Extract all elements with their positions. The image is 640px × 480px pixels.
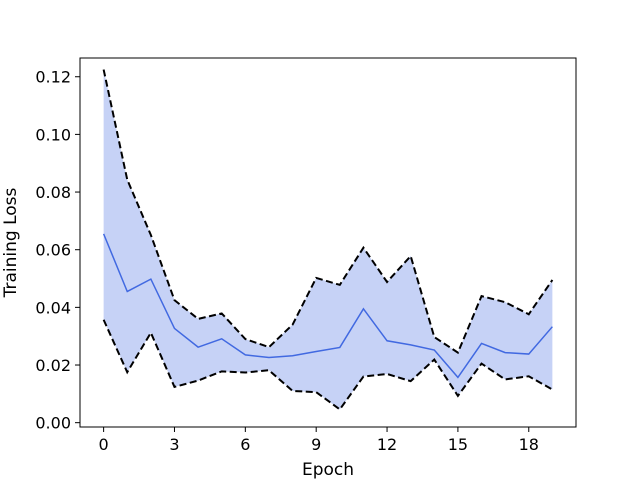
x-tick-label: 9 xyxy=(311,435,321,454)
series-lines-layer xyxy=(102,69,554,411)
x-tick-label: 15 xyxy=(448,435,468,454)
x-tick-label: 6 xyxy=(240,435,250,454)
x-tick-label: 0 xyxy=(99,435,109,454)
y-tick-label: 0.08 xyxy=(35,183,71,202)
y-tick-label: 0.02 xyxy=(35,356,71,375)
upper-line xyxy=(102,69,554,355)
x-tick-label: 18 xyxy=(519,435,539,454)
lower-line xyxy=(102,319,553,411)
y-tick-label: 0.06 xyxy=(35,241,71,260)
confidence-band-layer xyxy=(103,69,553,410)
y-tick-label: 0.12 xyxy=(35,68,71,87)
y-axis-label: Training Loss xyxy=(1,187,21,298)
x-tick-label: 3 xyxy=(169,435,179,454)
plot-frame xyxy=(79,57,577,428)
x-axis-ticks: 0 3 6 9 12 15 18 xyxy=(99,427,539,454)
y-axis-ticks: 0.00 0.02 0.04 0.06 0.08 0.10 0.12 xyxy=(35,68,80,433)
y-tick-label: 0.00 xyxy=(35,414,71,433)
confidence-band xyxy=(103,69,553,410)
y-tick-label: 0.10 xyxy=(35,125,71,144)
mean-line xyxy=(102,233,553,379)
y-tick-label: 0.04 xyxy=(35,298,71,317)
x-axis-label: Epoch xyxy=(302,460,354,480)
x-tick-label: 12 xyxy=(377,435,397,454)
